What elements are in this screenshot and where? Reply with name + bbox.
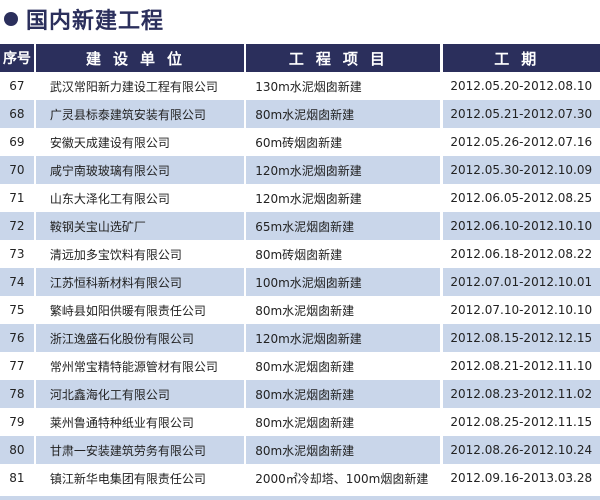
cell-company: 常州常宝精特能源管材有限公司	[49, 359, 218, 374]
page-title-text: 国内新建工程	[26, 9, 165, 34]
cell-period: 2012.05.30-2012.10.09	[442, 156, 600, 184]
cell-index: 67	[9, 79, 25, 93]
cell-index: 72	[0, 212, 34, 240]
cell-period: 2012.06.05-2012.08.25	[450, 191, 593, 205]
table-row: 70 咸宁南玻玻璃有限公司 120m水泥烟囱新建 2012.05.30-2012.10…	[0, 156, 600, 184]
cell-index: 71	[9, 191, 25, 205]
cell-period: 2012.07.01-2012.10.01	[442, 268, 600, 296]
table-row: 81 镇江新华电集团有限责任公司 2000㎡冷却塔、100m烟囱新建 2012.09.…	[0, 464, 600, 492]
header-period: 工期	[442, 44, 600, 72]
cell-company: 繁峙县如阳供暖有限责任公司	[49, 303, 206, 318]
cell-project: 130m水泥烟囱新建	[255, 79, 362, 94]
cell-project: 120m水泥烟囱新建	[246, 324, 440, 352]
cell-index: 69	[9, 135, 25, 149]
table-row: 76 浙江逸盛石化股份有限公司 120m水泥烟囱新建 2012.08.15-2012.…	[0, 324, 600, 352]
cell-index: 81	[9, 471, 25, 485]
table-row: 79 莱州鲁通特种纸业有限公司 80m水泥烟囱新建 2012.08.25-2012.1…	[0, 408, 600, 436]
cell-period: 2012.07.10-2012.10.10	[450, 303, 593, 317]
page-title: 国内新建工程	[4, 4, 164, 34]
cell-index: 78	[0, 380, 34, 408]
cell-period: 2012.08.15-2012.12.15	[442, 324, 600, 352]
table-header: 序号 建设单位 工程项目 工期	[0, 44, 600, 72]
cell-index: 79	[9, 415, 25, 429]
cell-project: 80m水泥烟囱新建	[255, 359, 355, 374]
cell-period: 2012.09.16-2013.03.28	[450, 471, 593, 485]
table-row: 69 安徽天成建设有限公司 60m砖烟囱新建 2012.05.26-2012.07.1…	[0, 128, 600, 156]
cell-company: 咸宁南玻玻璃有限公司	[35, 156, 245, 184]
table-row: 75 繁峙县如阳供暖有限责任公司 80m水泥烟囱新建 2012.07.10-2012.…	[0, 296, 600, 324]
cell-company: 清远加多宝饮料有限公司	[49, 247, 182, 262]
cell-index: 74	[0, 268, 34, 296]
cell-project: 65m水泥烟囱新建	[246, 212, 440, 240]
cell-company: 莱州鲁通特种纸业有限公司	[49, 415, 194, 430]
cell-index: 68	[0, 100, 34, 128]
cell-index: 80	[0, 436, 34, 464]
cell-index: 76	[0, 324, 34, 352]
cell-project: 2000㎡冷却塔、100m烟囱新建	[255, 471, 429, 486]
cell-period: 2012.06.10-2012.10.10	[442, 212, 600, 240]
cell-company: 鞍钢关宝山选矿厂	[35, 212, 245, 240]
table-row: 68 广灵县标泰建筑安装有限公司 80m水泥烟囱新建 2012.05.21-2012.…	[0, 100, 600, 128]
table-row: 72 鞍钢关宝山选矿厂 65m水泥烟囱新建 2012.06.10-2012.10.10	[0, 212, 600, 240]
table-row: 80 甘肃一安装建筑劳务有限公司 80m水泥烟囱新建 2012.08.26-2012.…	[0, 436, 600, 464]
cell-company: 浙江逸盛石化股份有限公司	[35, 324, 245, 352]
cell-project: 120m水泥烟囱新建	[246, 156, 440, 184]
cell-project: 80m水泥烟囱新建	[246, 100, 440, 128]
table-row: 74 江苏恒科新材料有限公司 100m水泥烟囱新建 2012.07.01-2012.1…	[0, 268, 600, 296]
cell-period: 2012.08.26-2012.10.24	[442, 436, 600, 464]
cell-project: 60m砖烟囱新建	[255, 135, 343, 150]
header-index: 序号	[0, 44, 34, 72]
cell-period: 2012.05.20-2012.08.10	[450, 79, 593, 93]
table-row: 77 常州常宝精特能源管材有限公司 80m水泥烟囱新建 2012.08.21-2012…	[0, 352, 600, 380]
cell-company: 镇江新华电集团有限责任公司	[49, 471, 206, 486]
bullet-icon	[4, 12, 18, 26]
cell-period: 2012.08.23-2012.11.02	[442, 380, 600, 408]
table-row: 71 山东大泽化工有限公司 120m水泥烟囱新建 2012.06.05-2012.08…	[0, 184, 600, 212]
cell-company: 安徽天成建设有限公司	[49, 135, 170, 150]
header-project: 工程项目	[246, 44, 440, 72]
cell-period: 2012.06.18-2012.08.22	[450, 247, 593, 261]
cell-index: 77	[9, 359, 25, 373]
cell-project: 120m水泥烟囱新建	[255, 191, 362, 206]
cell-period: 2012.08.25-2012.11.15	[450, 415, 593, 429]
cell-project: 80m水泥烟囱新建	[255, 415, 355, 430]
cell-index: 70	[0, 156, 34, 184]
cell-project: 100m水泥烟囱新建	[246, 268, 440, 296]
table-row: 67 武汉常阳新力建设工程有限公司 130m水泥烟囱新建 2012.05.20-201…	[0, 72, 600, 100]
projects-table: 序号 建设单位 工程项目 工期 67 武汉常阳新力建设工程有限公司 130m水泥烟囱…	[0, 44, 600, 492]
table-row: 78 河北鑫海化工有限公司 80m水泥烟囱新建 2012.08.23-2012.11.…	[0, 380, 600, 408]
cell-company: 广灵县标泰建筑安装有限公司	[35, 100, 245, 128]
cell-project: 80m水泥烟囱新建	[255, 303, 355, 318]
cell-project: 80m水泥烟囱新建	[246, 436, 440, 464]
cell-company: 山东大泽化工有限公司	[49, 191, 170, 206]
cell-company: 甘肃一安装建筑劳务有限公司	[35, 436, 245, 464]
cell-index: 75	[9, 303, 25, 317]
table-bottom-band	[0, 496, 600, 500]
cell-period: 2012.05.26-2012.07.16	[450, 135, 593, 149]
cell-company: 河北鑫海化工有限公司	[35, 380, 245, 408]
cell-company: 江苏恒科新材料有限公司	[35, 268, 245, 296]
cell-project: 80m砖烟囱新建	[255, 247, 343, 262]
cell-period: 2012.08.21-2012.11.10	[450, 359, 593, 373]
header-company: 建设单位	[35, 44, 245, 72]
cell-index: 73	[9, 247, 25, 261]
cell-project: 80m水泥烟囱新建	[246, 380, 440, 408]
table-row: 73 清远加多宝饮料有限公司 80m砖烟囱新建 2012.06.18-2012.08.…	[0, 240, 600, 268]
cell-period: 2012.05.21-2012.07.30	[442, 100, 600, 128]
cell-company: 武汉常阳新力建设工程有限公司	[49, 79, 218, 94]
